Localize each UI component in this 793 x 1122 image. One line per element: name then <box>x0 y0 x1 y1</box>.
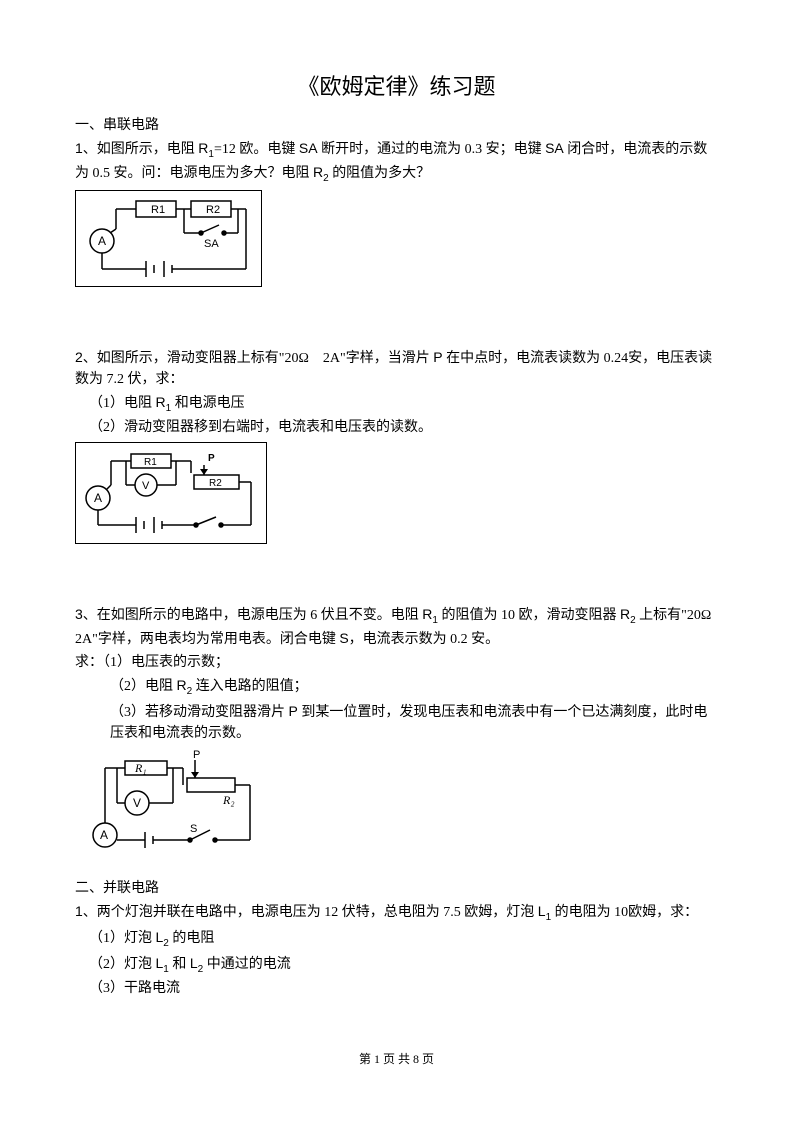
q3-diagram: R₁ P R₂ V A S <box>75 748 285 858</box>
s2q1-sub2-a: （2）灯泡 <box>89 957 156 972</box>
q2-sub2: （2）滑动变阻器移到右端时，电流表和电压表的读数。 <box>89 417 718 438</box>
q1-r2: R <box>313 164 323 180</box>
q1-diagram: R1 R2 SA A <box>75 190 262 287</box>
problem-3: 3、在如图所示的电路中，电源电压为 6 伏且不变。电阻 R1 的阻值为 10 欧… <box>75 604 718 858</box>
q1-sa1: SA <box>299 140 318 156</box>
q1-text-b: 断开时，通过的电流为 0.3 安；电键 <box>318 142 546 157</box>
q2-num: 2、 <box>75 349 97 365</box>
s2q1-text-b: 的电阻为 10欧姆，求： <box>551 905 698 920</box>
q2-diag-a: A <box>94 491 102 505</box>
q3-ask: 求： <box>75 655 103 670</box>
s2q1-sub2-mid: 和 <box>169 957 190 972</box>
problem-2: 2、如图所示，滑动变阻器上标有"20Ω 2A"字样，当滑片 P 在中点时，电流表… <box>75 347 718 545</box>
q1-diag-sa: SA <box>204 238 219 250</box>
q3-diag-a: A <box>100 828 108 842</box>
s2q1-num: 1、 <box>75 903 97 919</box>
section1-heading: 一、串联电路 <box>75 115 718 136</box>
q3-sub3-p: P <box>289 703 298 719</box>
q3-sub2-b: 连入电路的阻值； <box>192 679 308 694</box>
q2-sub1-r: R <box>156 394 166 410</box>
q1-diag-r2: R2 <box>206 204 220 216</box>
q2-diag-r2: R2 <box>209 478 222 489</box>
s2q1-sub2-b: 中通过的电流 <box>203 957 291 972</box>
s2q1-sub3: （3）干路电流 <box>89 978 718 999</box>
q2-sub1: （1）电阻 <box>89 396 156 411</box>
page-title: 《欧姆定律》练习题 <box>75 70 718 103</box>
q3-text-a: 在如图所示的电路中，电源电压为 6 伏且不变。电阻 <box>97 608 423 623</box>
page-footer: 第 1 页 共 8 页 <box>0 1050 793 1067</box>
q2-diag-r1: R1 <box>144 457 157 468</box>
s2q1-text-a: 两个灯泡并联在电路中，电源电压为 12 伏特，总电阻为 7.5 欧姆，灯泡 <box>97 905 538 920</box>
q2-sub1-end: 和电源电压 <box>171 396 245 411</box>
q1-r1: R <box>198 140 208 156</box>
section2-heading: 二、并联电路 <box>75 878 718 899</box>
q3-num: 3、 <box>75 606 97 622</box>
q3-sub2-r: R <box>177 677 187 693</box>
q3-text-b: 的阻值为 10 欧，滑动变阻器 <box>438 608 617 623</box>
q1-text-a: 如图所示，电阻 <box>97 142 199 157</box>
problem-2-1: 1、两个灯泡并联在电路中，电源电压为 12 伏特，总电阻为 7.5 欧姆，灯泡 … <box>75 901 718 999</box>
q3-diag-r2: R₂ <box>222 793 235 807</box>
s2q1-sub2-l2: L <box>190 955 198 971</box>
problem-1: 1、如图所示，电阻 R1 =12 欧。电键 SA 断开时，通过的电流为 0.3 安… <box>75 138 718 287</box>
q1-sa2: SA <box>545 140 564 156</box>
q3-diag-p: P <box>193 749 200 761</box>
q3-r1: R <box>422 606 432 622</box>
s2q1-l1: L <box>538 903 546 919</box>
q3-s: S <box>339 630 348 646</box>
q3-sub1: （1）电压表的示数； <box>103 655 229 670</box>
s2q1-sub1-b: 的电阻 <box>169 931 215 946</box>
q3-diag-s: S <box>190 823 197 835</box>
q2-diag-p: P <box>208 453 215 464</box>
q3-diag-v: V <box>133 796 141 810</box>
q3-diag-r1: R₁ <box>134 761 147 775</box>
q1-text-d: 的阻值为多大？ <box>329 166 431 181</box>
q2-diagram: R1 P R2 V A <box>75 442 267 544</box>
q2-text-a: 如图所示，滑动变阻器上标有"20Ω 2A"字样，当滑片 <box>97 351 433 366</box>
q3-sub3-a: （3）若移动滑动变阻器滑片 <box>110 705 289 720</box>
q3-sub2-a: （2）电阻 <box>110 679 177 694</box>
q2-diag-v: V <box>142 480 150 492</box>
q3-r2: R <box>620 606 630 622</box>
q1-diag-a: A <box>98 234 106 248</box>
q2-p: P <box>433 349 442 365</box>
q1-diag-r1: R1 <box>151 204 165 216</box>
q1-r1-val: =12 欧。电键 <box>214 142 299 157</box>
s2q1-sub1-a: （1）灯泡 <box>89 931 156 946</box>
q1-num: 1、 <box>75 140 97 156</box>
q3-text-d: ，电流表示数为 0.2 安。 <box>349 632 500 647</box>
